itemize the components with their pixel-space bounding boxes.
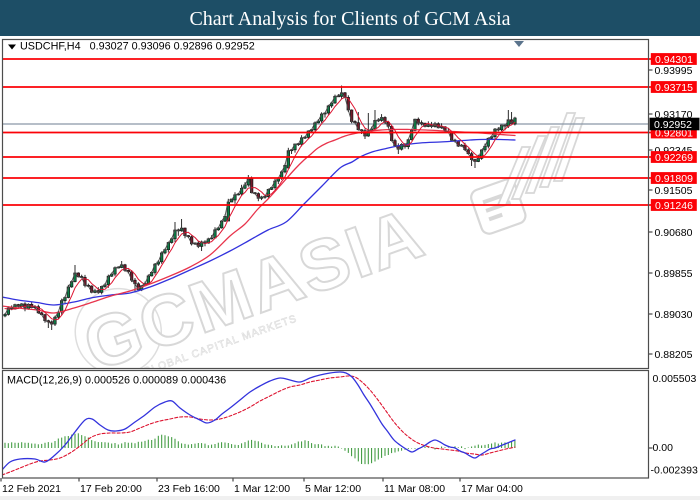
svg-text:1 Mar 12:00: 1 Mar 12:00: [234, 483, 290, 495]
svg-text:Chart Analysis for Clients of: Chart Analysis for Clients of GCM Asia: [189, 8, 510, 30]
svg-text:0.93995: 0.93995: [655, 65, 693, 77]
svg-text:5 Mar 12:00: 5 Mar 12:00: [305, 483, 361, 495]
svg-text:0.91809: 0.91809: [655, 173, 693, 185]
svg-text:11 Mar 08:00: 11 Mar 08:00: [384, 483, 445, 495]
svg-text:0.89855: 0.89855: [655, 268, 693, 280]
svg-text:0.92269: 0.92269: [655, 152, 693, 164]
svg-text:0.91246: 0.91246: [655, 200, 693, 212]
svg-text:0.90680: 0.90680: [655, 227, 693, 239]
svg-text:0.005503: 0.005503: [653, 373, 697, 385]
svg-text:MACD(12,26,9) 0.000526 0.00008: MACD(12,26,9) 0.000526 0.000089 0.000436: [7, 375, 226, 387]
svg-text:0.91505: 0.91505: [655, 185, 693, 197]
svg-text:0.94301: 0.94301: [655, 54, 693, 66]
svg-text:0.92952: 0.92952: [654, 119, 692, 131]
svg-text:USDCHF,H4 0.93027 0.93096 0.: USDCHF,H4 0.93027 0.93096 0.92896 0.9295…: [20, 41, 255, 53]
svg-text:0.89030: 0.89030: [655, 309, 693, 321]
svg-text:12 Feb 2021: 12 Feb 2021: [2, 483, 61, 495]
svg-text:17 Feb 20:00: 17 Feb 20:00: [80, 483, 142, 495]
svg-text:0.88205: 0.88205: [655, 349, 693, 361]
svg-text:17 Mar 04:00: 17 Mar 04:00: [461, 483, 523, 495]
svg-text:23 Feb 16:00: 23 Feb 16:00: [158, 483, 220, 495]
svg-text:0.93715: 0.93715: [655, 82, 693, 94]
svg-text:-0.002393: -0.002393: [651, 465, 698, 477]
svg-text:0.00: 0.00: [653, 442, 674, 454]
